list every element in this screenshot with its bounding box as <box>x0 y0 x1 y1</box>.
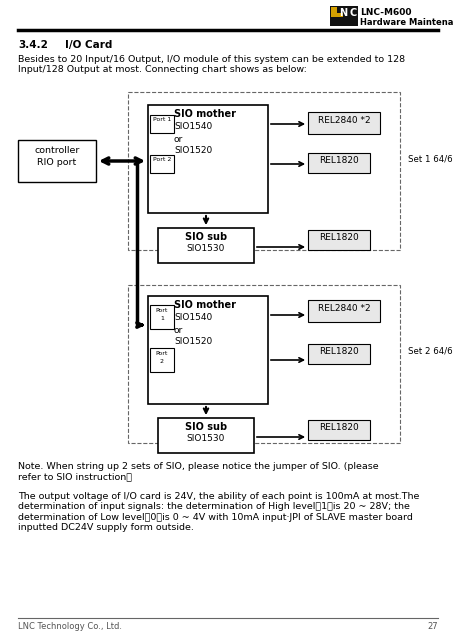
Bar <box>308 153 370 173</box>
Bar <box>150 305 174 329</box>
Bar <box>308 112 380 134</box>
Text: REL1820: REL1820 <box>319 347 359 356</box>
Text: or: or <box>174 135 183 144</box>
Text: N: N <box>339 8 347 18</box>
Bar <box>150 115 174 133</box>
Bar <box>148 105 268 213</box>
Bar <box>150 155 174 173</box>
Text: C: C <box>349 8 356 18</box>
Text: RIO port: RIO port <box>38 158 77 167</box>
Text: Port 1: Port 1 <box>153 117 171 122</box>
Text: Port 2: Port 2 <box>153 157 171 162</box>
Text: Set 2 64/64: Set 2 64/64 <box>408 346 453 355</box>
Bar <box>308 300 380 322</box>
Bar <box>308 420 370 440</box>
Text: 27: 27 <box>427 622 438 631</box>
Bar <box>331 7 337 13</box>
Text: Hardware Maintenance: Hardware Maintenance <box>360 18 453 27</box>
Text: REL2840 *2: REL2840 *2 <box>318 116 370 125</box>
Text: SIO1540: SIO1540 <box>174 313 212 322</box>
Text: The output voltage of I/O card is 24V, the ability of each point is 100mA at mos: The output voltage of I/O card is 24V, t… <box>18 492 419 532</box>
Text: Port: Port <box>156 308 168 313</box>
Text: SIO1540: SIO1540 <box>174 122 212 131</box>
Text: controller: controller <box>34 146 80 155</box>
Text: LNC-M600: LNC-M600 <box>360 8 411 17</box>
Bar <box>150 348 174 372</box>
Text: REL2840 *2: REL2840 *2 <box>318 304 370 313</box>
Text: SIO mother: SIO mother <box>174 109 236 119</box>
Text: or: or <box>174 326 183 335</box>
Bar <box>18 140 96 182</box>
Text: I/O Card: I/O Card <box>65 40 112 50</box>
Text: Set 1 64/64: Set 1 64/64 <box>408 155 453 164</box>
Text: REL1820: REL1820 <box>319 423 359 432</box>
Text: LNC Technology Co., Ltd.: LNC Technology Co., Ltd. <box>18 622 122 631</box>
Bar <box>128 285 400 443</box>
Text: SIO1520: SIO1520 <box>174 337 212 346</box>
Bar <box>308 344 370 364</box>
Text: Note. When string up 2 sets of SIO, please notice the jumper of SIO. (please
ref: Note. When string up 2 sets of SIO, plea… <box>18 462 379 481</box>
Text: Port: Port <box>156 351 168 356</box>
Bar <box>158 418 254 453</box>
Text: SIO mother: SIO mother <box>174 300 236 310</box>
Bar <box>331 13 343 17</box>
Bar <box>128 92 400 250</box>
Text: 2: 2 <box>160 359 164 364</box>
Text: SIO sub: SIO sub <box>185 232 227 242</box>
Text: SIO1530: SIO1530 <box>187 434 225 443</box>
Text: 1: 1 <box>160 316 164 321</box>
Text: Besides to 20 Input/16 Output, I/O module of this system can be extended to 128
: Besides to 20 Input/16 Output, I/O modul… <box>18 55 405 74</box>
Bar <box>330 6 358 26</box>
Text: SIO sub: SIO sub <box>185 422 227 432</box>
Bar <box>158 228 254 263</box>
Text: SIO1530: SIO1530 <box>187 244 225 253</box>
Text: SIO1520: SIO1520 <box>174 146 212 155</box>
Bar <box>148 296 268 404</box>
Text: 3.4.2: 3.4.2 <box>18 40 48 50</box>
Text: REL1820: REL1820 <box>319 233 359 242</box>
Text: REL1820: REL1820 <box>319 156 359 165</box>
Bar <box>308 230 370 250</box>
